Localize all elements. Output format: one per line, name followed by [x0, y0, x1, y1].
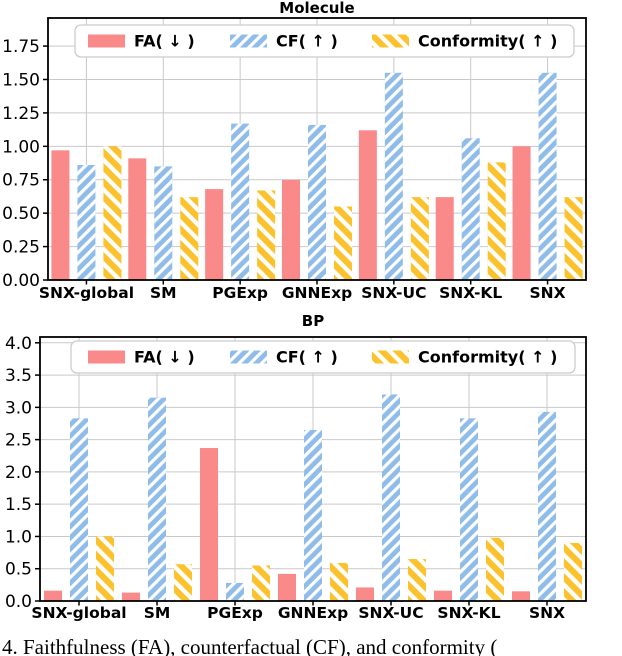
bar-hatch	[174, 564, 192, 601]
legend-swatch	[88, 34, 125, 48]
x-tick-label: SNX-KL	[437, 604, 500, 622]
bar-hatch	[231, 123, 250, 280]
bar-hatch	[257, 190, 276, 280]
x-tick-label: PGExp	[212, 284, 268, 302]
y-tick-label: 0.00	[2, 271, 40, 291]
bar	[356, 587, 374, 601]
bar-hatch	[334, 206, 352, 280]
x-tick-label: SNX-global	[39, 284, 134, 302]
y-tick-label: 1.0	[5, 527, 32, 547]
y-tick-label: 2.0	[5, 463, 32, 483]
x-tick-label: SM	[150, 284, 177, 302]
bar-hatch	[252, 565, 270, 601]
x-tick-label: SNX	[529, 604, 565, 622]
y-tick-label: 1.00	[2, 137, 40, 157]
legend-swatch-hatch	[372, 350, 409, 364]
legend-swatch-hatch	[230, 350, 267, 364]
x-tick-label: GNNExp	[278, 604, 348, 622]
molecule-chart: 0.00 0.25 0.50 0.75 1.00 1.25 1.50 1.75 SNX-glob…	[2, 0, 587, 302]
y-tick-label: 0.50	[2, 204, 40, 224]
legend-label: CF( ↑ )	[276, 348, 338, 367]
bar	[278, 573, 296, 601]
bar	[51, 150, 70, 280]
y-tick-label: 1.75	[2, 37, 40, 57]
bar-hatch	[460, 418, 478, 601]
bp-chart: 0.0 0.5 1.0 1.5 2.0 2.5 3.0 3.5 4.0 SNX-global SM P…	[5, 312, 587, 622]
bar	[128, 158, 147, 280]
bar-hatch	[154, 166, 173, 280]
bar-hatch	[226, 582, 244, 601]
bar-hatch	[410, 197, 429, 280]
y-tick-label: 0.0	[5, 592, 32, 612]
bar-hatch	[564, 542, 582, 601]
x-tick-label: PGExp	[207, 604, 263, 622]
y-tick-label: 1.5	[5, 495, 32, 515]
y-tick-label: 2.5	[5, 431, 32, 451]
bar	[512, 146, 531, 280]
bar-hatch	[96, 536, 114, 601]
y-tick-label: 3.5	[5, 366, 32, 386]
bar-hatch	[486, 537, 504, 601]
x-tick-label: SNX-KL	[439, 284, 502, 302]
bar	[434, 590, 452, 601]
bar	[200, 448, 218, 601]
legend-label: FA( ↓ )	[134, 348, 195, 367]
x-tick-label: GNNExp	[282, 284, 352, 302]
bar-hatch	[384, 72, 403, 280]
y-tick-label: 1.25	[2, 104, 40, 124]
bar-hatch	[408, 559, 426, 601]
legend-label: Conformity( ↑ )	[418, 32, 557, 51]
bar	[122, 592, 140, 601]
chart-title: BP	[302, 312, 324, 330]
legend-label: CF( ↑ )	[276, 32, 338, 51]
legend-swatch-hatch	[230, 34, 267, 48]
legend-label: FA( ↓ )	[134, 32, 195, 51]
bar-hatch	[148, 397, 166, 601]
legend-box	[70, 340, 576, 374]
y-tick-label: 1.50	[2, 70, 40, 90]
x-tick-label: SNX-global	[31, 604, 126, 622]
bar-hatch	[382, 394, 400, 601]
x-tick-label: SNX-UC	[358, 604, 423, 622]
y-tick-label: 3.0	[5, 398, 32, 418]
bar-hatch	[461, 138, 480, 280]
bar	[282, 179, 300, 280]
figure-caption: 4. Faithfulness (FA), counterfactual (CF…	[2, 635, 498, 656]
bar-hatch	[77, 165, 96, 280]
y-tick-label: 0.5	[5, 560, 32, 580]
y-tick-label: 0.75	[2, 171, 40, 191]
bar-hatch	[103, 146, 122, 280]
x-tick-label: SM	[144, 604, 171, 622]
legend-box	[74, 24, 575, 58]
chart-title: Molecule	[279, 0, 354, 17]
x-tick-label: SNX-UC	[361, 284, 426, 302]
bar	[44, 590, 62, 601]
bar-hatch	[308, 124, 326, 280]
bar-hatch	[180, 197, 199, 280]
bar-hatch	[487, 162, 506, 280]
legend-swatch-hatch	[372, 34, 409, 48]
bar	[205, 189, 224, 280]
legend-swatch	[88, 350, 125, 364]
bar-hatch	[538, 72, 557, 280]
bar-hatch	[330, 562, 348, 601]
bar-hatch	[564, 197, 583, 280]
bar-hatch	[304, 429, 322, 601]
bar-hatch	[538, 411, 556, 601]
bar	[435, 197, 454, 280]
x-tick-label: SNX	[530, 284, 566, 302]
y-tick-label: 0.25	[2, 238, 40, 258]
bar	[358, 130, 377, 280]
y-tick-label: 4.0	[5, 334, 32, 354]
legend-label: Conformity( ↑ )	[418, 348, 557, 367]
bar-hatch	[70, 418, 88, 601]
bar	[512, 591, 530, 601]
